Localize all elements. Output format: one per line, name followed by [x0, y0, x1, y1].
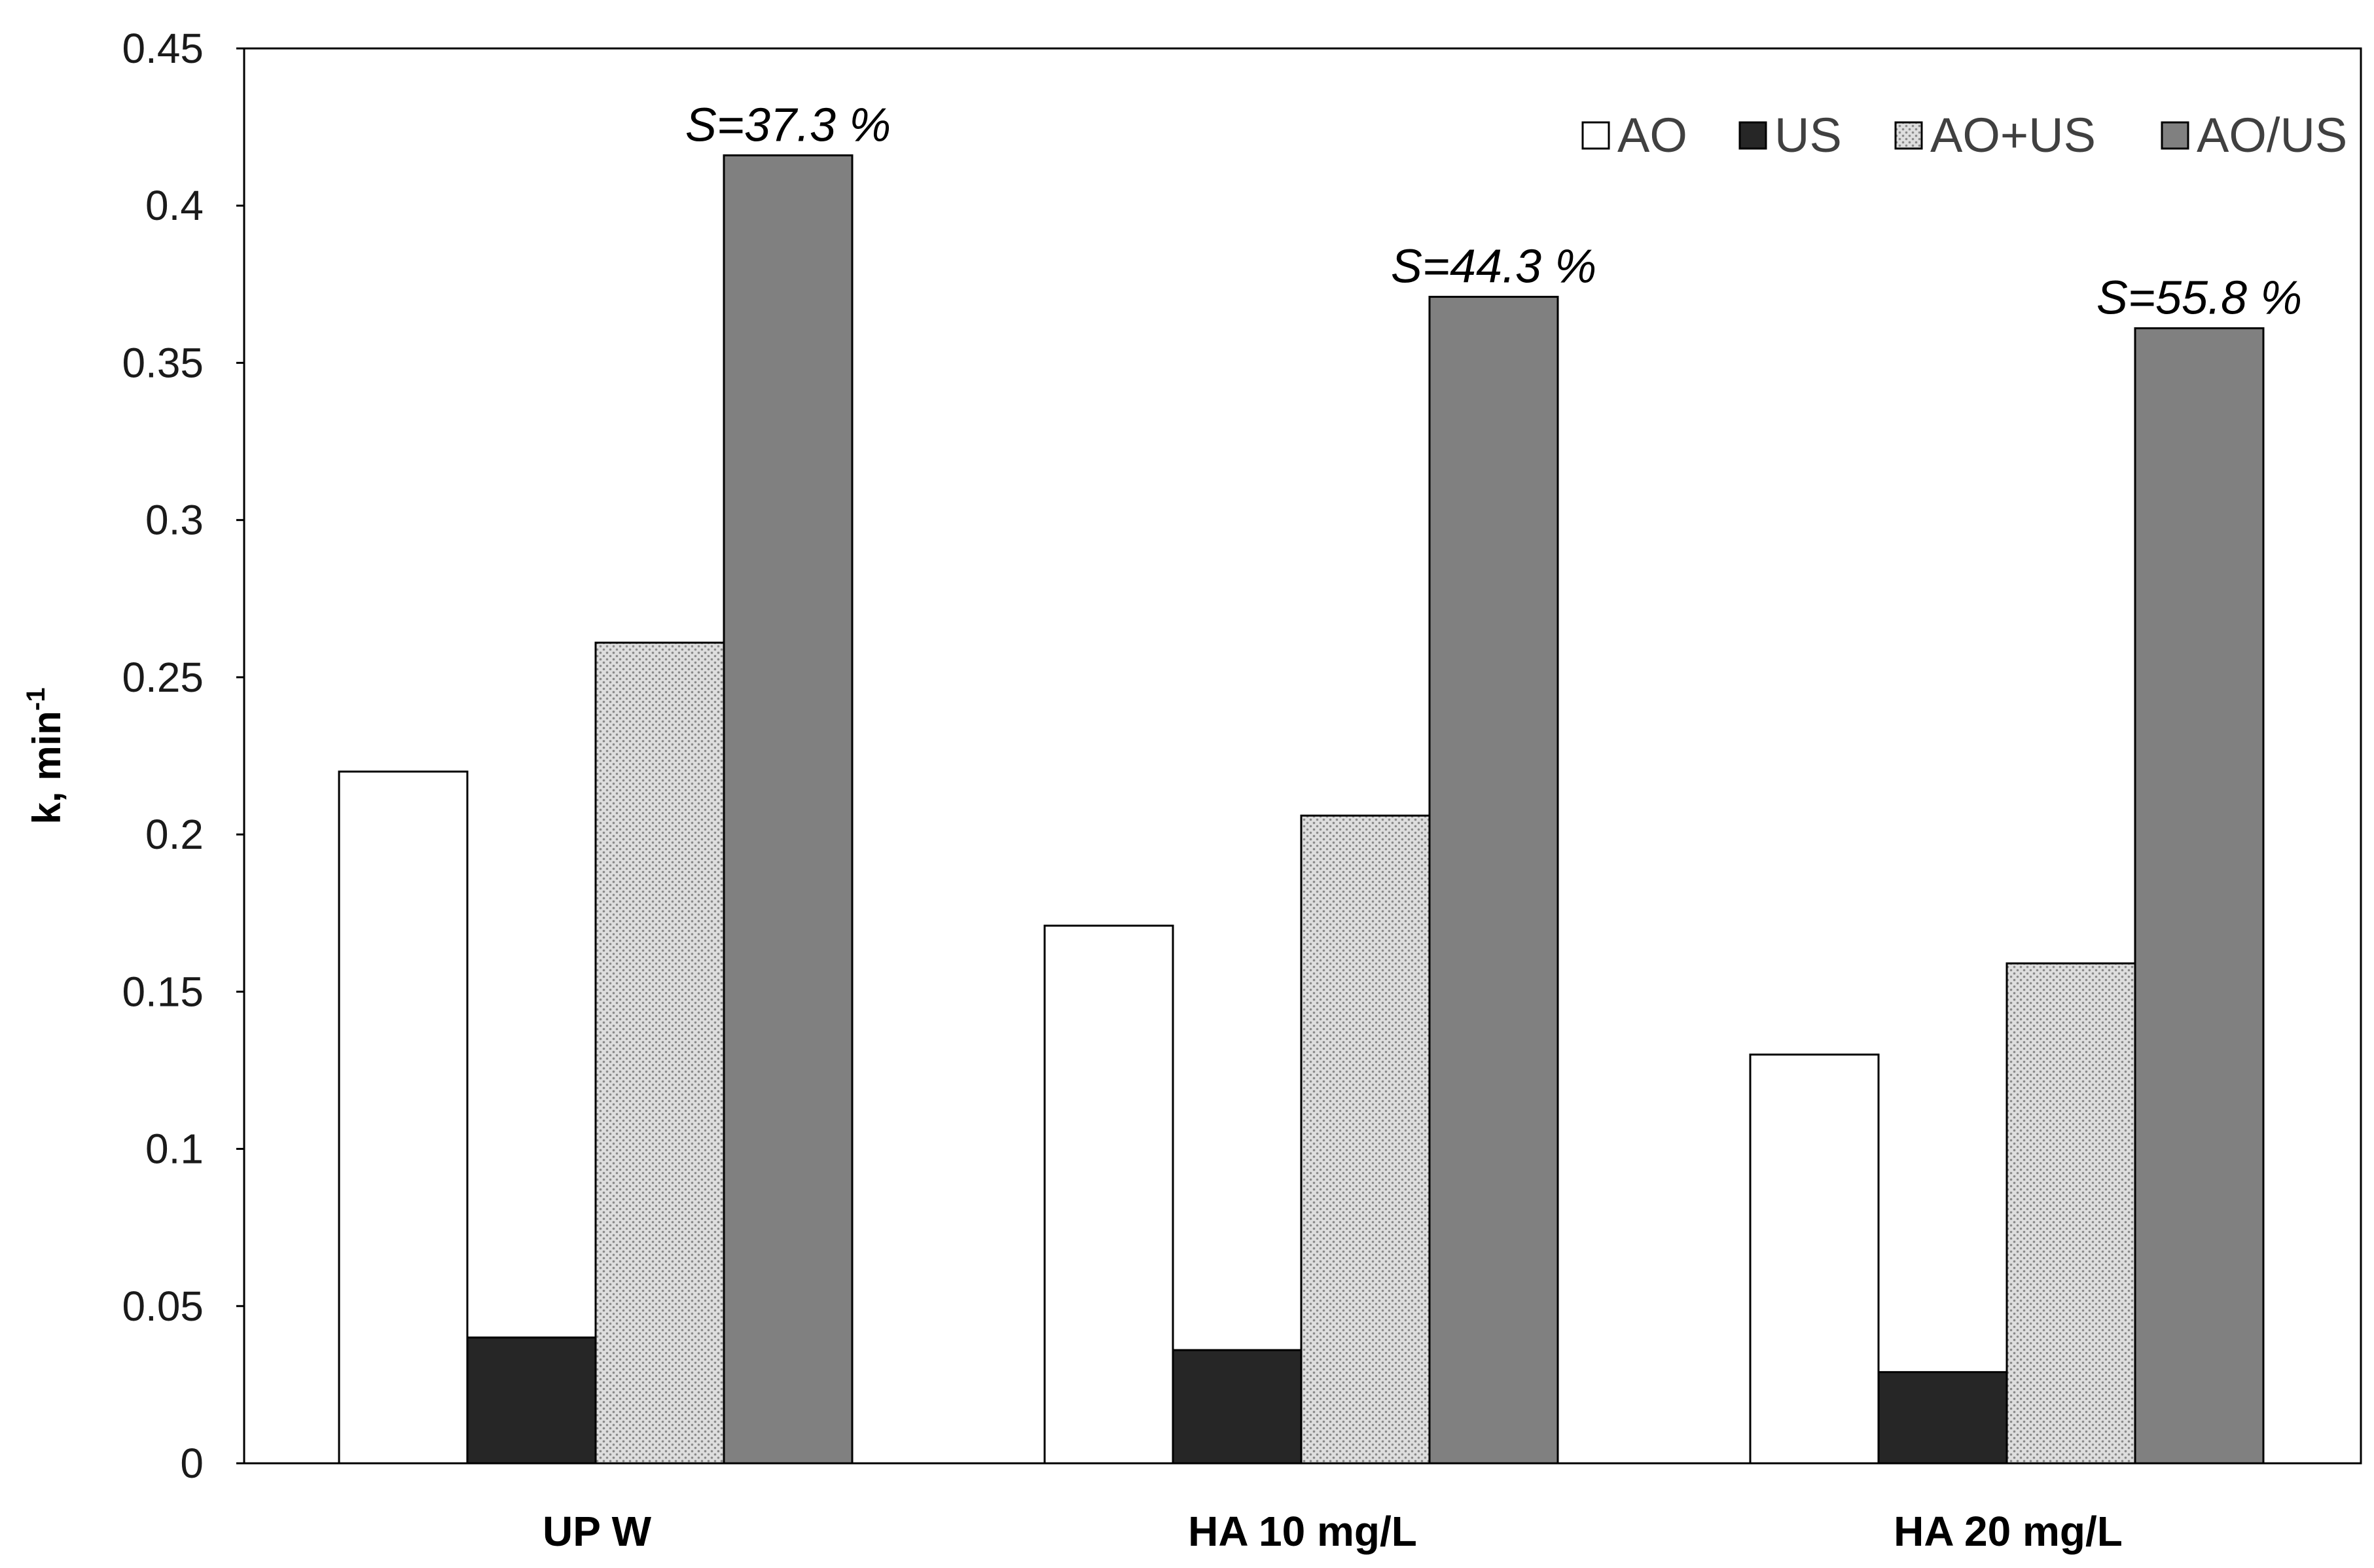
bar-ao-us-ha-20-mg-l	[2005, 962, 2136, 1465]
y-tick-label: 0.05	[122, 1283, 204, 1330]
bar-us-up-w	[466, 1336, 597, 1465]
bar-ao-us-ha-10-mg-l	[1428, 296, 1559, 1465]
bar-us-ha-10-mg-l	[1172, 1349, 1303, 1465]
legend-label-ao: AO	[1617, 108, 1687, 162]
bar-us-ha-20-mg-l	[1877, 1371, 2008, 1465]
bars	[338, 154, 2265, 1465]
legend-label-us: US	[1774, 108, 1842, 162]
bar-ao-us-up-w	[594, 641, 725, 1465]
legend-label-ao-us: AO/US	[2197, 108, 2347, 162]
x-tick-label-ha-20-mg-l: HA 20 mg/L	[1894, 1508, 2123, 1555]
bar-ao-us-ha-10-mg-l	[1300, 814, 1431, 1465]
y-axis-title-superscript: -1	[22, 688, 50, 711]
legend: AO US AO+US AO/US	[1581, 108, 2347, 162]
bar-ao-us-ha-20-mg-l	[2134, 327, 2265, 1465]
y-tick-label: 0.25	[122, 654, 204, 701]
y-tick-label: 0.35	[122, 339, 204, 386]
annotation-ha-20-mg-l: S=55.8 %	[2096, 272, 2302, 325]
y-axis-title: k, min-1	[22, 688, 69, 825]
y-tick-label: 0.15	[122, 968, 204, 1015]
bar-ao-ha-10-mg-l	[1043, 924, 1174, 1465]
legend-label-ao-us: AO+US	[1930, 108, 2096, 162]
y-axis-title-text: k, min	[25, 711, 69, 824]
y-tick-label: 0.3	[145, 497, 204, 544]
bar-ao-up-w	[338, 770, 469, 1465]
y-tick-label: 0.2	[145, 811, 204, 858]
y-tick-label: 0.1	[145, 1126, 204, 1173]
x-tick-label-ha-10-mg-l: HA 10 mg/L	[1188, 1508, 1417, 1555]
y-tick-label: 0	[180, 1440, 204, 1487]
bar-ao-us-up-w	[723, 154, 854, 1465]
annotation-up-w: S=37.3 %	[685, 99, 891, 151]
annotation-ha-10-mg-l: S=44.3 %	[1391, 241, 1596, 293]
x-tick-label-up-w: UP W	[543, 1508, 652, 1555]
x-axis: UP W HA 10 mg/L HA 20 mg/L	[543, 1508, 2123, 1555]
legend-swatch-ao-us	[1894, 121, 1923, 150]
legend-swatch-us	[1738, 121, 1767, 150]
annotations: S=37.3 % S=44.3 % S=55.8 %	[685, 99, 2302, 324]
y-axis: 0 0.05 0.1 0.15 0.2 0.25 0.3 0.35 0.4 0.45	[122, 25, 244, 1487]
legend-swatch-ao-us	[2161, 121, 2189, 150]
y-tick-label: 0.45	[122, 25, 204, 72]
y-tick-label: 0.4	[145, 182, 204, 229]
legend-swatch-ao	[1581, 121, 1610, 150]
bar-ao-ha-20-mg-l	[1749, 1053, 1880, 1465]
